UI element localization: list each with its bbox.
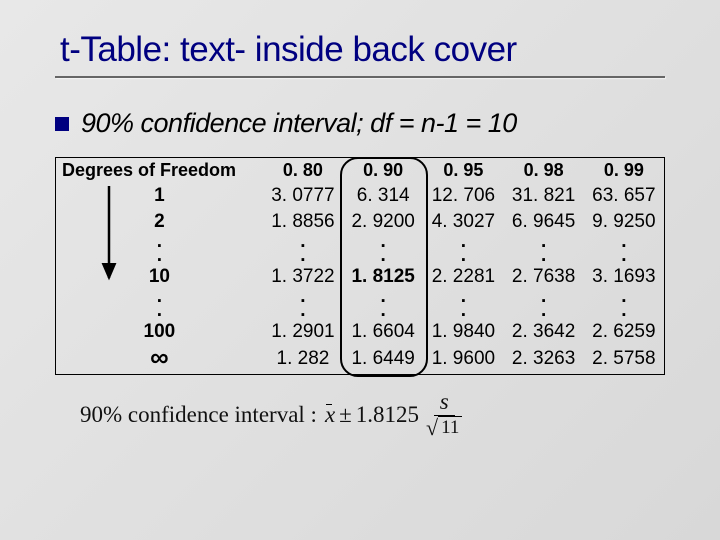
header-col: 0. 99 [584, 158, 664, 183]
page-title: t-Table: text- inside back cover [0, 0, 720, 76]
header-dof: Degrees of Freedom [56, 158, 263, 183]
t-table: Degrees of Freedom 0. 80 0. 90 0. 95 0. … [55, 157, 665, 375]
cell: 31. 821 [504, 183, 584, 209]
header-col: 0. 98 [504, 158, 584, 183]
row-label: . [56, 304, 263, 318]
table-row: ...... [56, 304, 664, 318]
bullet-row: 90% confidence interval; df = n-1 = 10 [0, 108, 720, 157]
cell: 1. 2901 [263, 319, 343, 345]
cell: . [584, 304, 664, 318]
cell: 12. 706 [423, 183, 503, 209]
table-row: 13. 07776. 31412. 70631. 82163. 657 [56, 183, 664, 209]
table-row: 21. 88562. 92004. 30276. 96459. 9250 [56, 209, 664, 235]
header-col: 0. 90 [343, 158, 423, 183]
cell: 6. 314 [343, 183, 423, 209]
sqrt-icon: √ [426, 415, 438, 441]
fraction: s √ 11 [422, 389, 466, 442]
formula-prefix: 90% confidence interval : [80, 402, 317, 428]
cell: 2. 3642 [504, 319, 584, 345]
cell: 63. 657 [584, 183, 664, 209]
cell: . [263, 304, 343, 318]
table-row: 1001. 29011. 66041. 98402. 36422. 6259 [56, 319, 664, 345]
cell: . [423, 249, 503, 263]
cell: . [263, 249, 343, 263]
header-col: 0. 80 [263, 158, 343, 183]
table-row: ∞1. 2821. 64491. 96002. 32632. 5758 [56, 345, 664, 374]
header-col: 0. 95 [423, 158, 503, 183]
xbar-symbol: x [325, 402, 335, 428]
plus-minus: ± [339, 402, 352, 428]
coefficient: 1.8125 [356, 402, 419, 428]
cell: . [343, 249, 423, 263]
row-label: ∞ [56, 345, 263, 374]
subtitle: 90% confidence interval; df = n-1 = 10 [81, 108, 517, 139]
cell: 2. 3263 [504, 345, 584, 374]
cell: 3. 0777 [263, 183, 343, 209]
cell: 2. 6259 [584, 319, 664, 345]
formula: 90% confidence interval : x ± 1.8125 s √… [80, 389, 720, 442]
table-row: ...... [56, 235, 664, 249]
numerator: s [434, 389, 455, 416]
table-row: ...... [56, 249, 664, 263]
cell: 1. 6449 [343, 345, 423, 374]
title-underline [55, 76, 665, 78]
row-label: 1 [56, 183, 263, 209]
table-row: ...... [56, 290, 664, 304]
cell: 1. 6604 [343, 319, 423, 345]
cell: . [504, 249, 584, 263]
table-row: 101. 37221. 81252. 22812. 76383. 1693 [56, 264, 664, 290]
table-header-row: Degrees of Freedom 0. 80 0. 90 0. 95 0. … [56, 158, 664, 183]
row-label: . [56, 249, 263, 263]
denominator: √ 11 [422, 416, 466, 442]
cell: . [423, 304, 503, 318]
cell: . [343, 304, 423, 318]
radicand: 11 [438, 416, 462, 439]
cell: 2. 5758 [584, 345, 664, 374]
cell: 1. 282 [263, 345, 343, 374]
cell: 1. 9600 [423, 345, 503, 374]
cell: . [504, 304, 584, 318]
cell: . [584, 249, 664, 263]
square-bullet-icon [55, 117, 69, 131]
cell: 1. 9840 [423, 319, 503, 345]
